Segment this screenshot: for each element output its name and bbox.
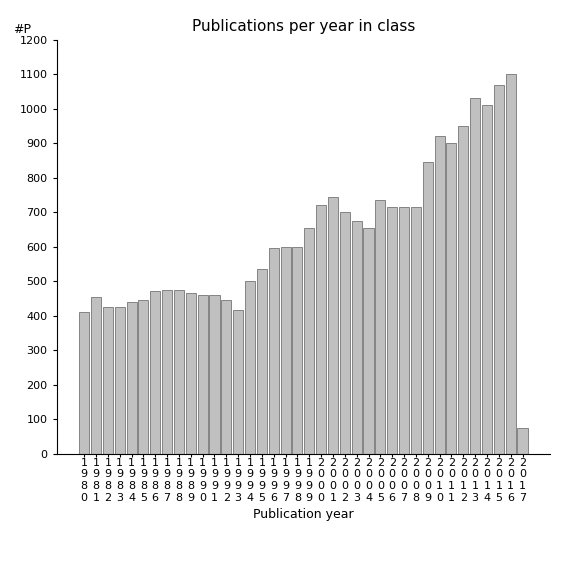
Bar: [281, 247, 291, 454]
Bar: [103, 307, 113, 454]
Bar: [304, 228, 314, 454]
Bar: [174, 290, 184, 454]
Bar: [518, 428, 527, 454]
Bar: [91, 297, 101, 454]
Bar: [79, 312, 89, 454]
Bar: [269, 248, 279, 454]
Bar: [162, 290, 172, 454]
Bar: [209, 295, 219, 454]
Bar: [423, 162, 433, 454]
Bar: [458, 126, 468, 454]
X-axis label: Publication year: Publication year: [253, 508, 354, 521]
Bar: [399, 207, 409, 454]
Bar: [186, 293, 196, 454]
Bar: [115, 307, 125, 454]
Bar: [482, 105, 492, 454]
Bar: [328, 197, 338, 454]
Y-axis label: #P: #P: [13, 23, 31, 36]
Title: Publications per year in class: Publications per year in class: [192, 19, 415, 35]
Bar: [470, 98, 480, 454]
Bar: [245, 281, 255, 454]
Bar: [363, 228, 374, 454]
Bar: [352, 221, 362, 454]
Bar: [375, 200, 386, 454]
Bar: [494, 84, 504, 454]
Bar: [138, 300, 149, 454]
Bar: [434, 136, 445, 454]
Bar: [411, 207, 421, 454]
Bar: [506, 74, 516, 454]
Bar: [150, 291, 160, 454]
Bar: [221, 300, 231, 454]
Bar: [257, 269, 267, 454]
Bar: [233, 311, 243, 454]
Bar: [293, 247, 302, 454]
Bar: [387, 207, 397, 454]
Bar: [340, 212, 350, 454]
Bar: [316, 205, 326, 454]
Bar: [198, 295, 208, 454]
Bar: [126, 302, 137, 454]
Bar: [446, 143, 456, 454]
